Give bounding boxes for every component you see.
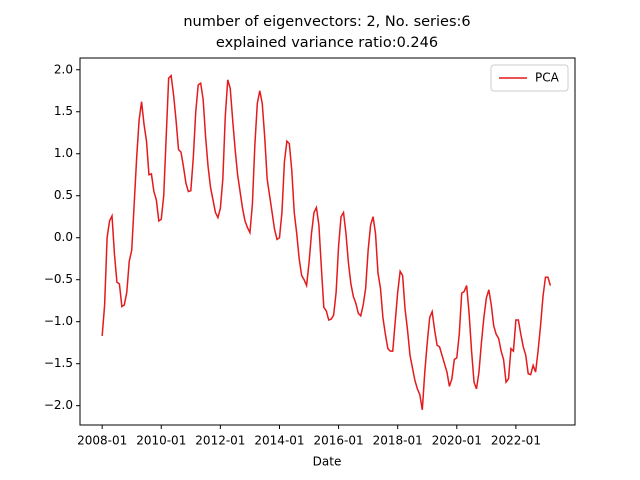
y-tick-label: 0.5 (54, 188, 73, 202)
y-tick-label: −0.5 (44, 272, 73, 286)
y-tick-label: −1.5 (44, 356, 73, 370)
x-tick-label: 2020-01 (432, 434, 482, 448)
x-tick-label: 2010-01 (136, 434, 186, 448)
x-tick-label: 2018-01 (373, 434, 423, 448)
legend-label: PCA (535, 71, 560, 85)
y-tick-label: 0.0 (54, 230, 73, 244)
chart-title: number of eigenvectors: 2, No. series:6 (183, 14, 470, 30)
plot-area (79, 57, 576, 426)
x-tick-label: 2012-01 (195, 434, 245, 448)
y-tick-label: −1.0 (44, 314, 73, 328)
y-tick-label: −2.0 (44, 398, 73, 412)
legend-box (490, 64, 569, 92)
x-tick-label: 2014-01 (254, 434, 304, 448)
chart-title: explained variance ratio:0.246 (216, 35, 438, 51)
y-tick-label: 1.5 (54, 104, 73, 118)
y-tick-label: 1.0 (54, 146, 73, 160)
x-tick-label: 2022-01 (491, 434, 541, 448)
x-tick-label: 2016-01 (314, 434, 364, 448)
x-tick-label: 2008-01 (77, 434, 127, 448)
x-axis-label: Date (313, 455, 342, 469)
data-line (101, 74, 552, 411)
y-tick-label: 2.0 (54, 62, 73, 76)
